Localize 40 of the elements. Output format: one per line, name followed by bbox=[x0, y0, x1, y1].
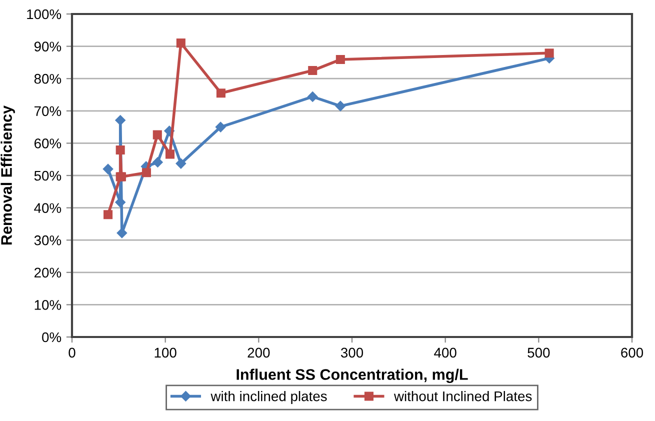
y-tick-label: 60% bbox=[34, 138, 62, 148]
legend-label: without Inclined Plates bbox=[394, 391, 532, 402]
point bbox=[142, 168, 151, 178]
x-tick-label: 200 bbox=[248, 348, 270, 358]
point bbox=[336, 55, 345, 64]
point bbox=[165, 150, 175, 159]
y-tick-label: 50% bbox=[34, 170, 62, 181]
x-axis-title: Influent SS Concentration, mg/L bbox=[236, 368, 468, 384]
point bbox=[104, 210, 113, 220]
y-tick-label: 10% bbox=[34, 300, 62, 310]
legend-label: with inclined plates bbox=[210, 391, 327, 404]
point bbox=[102, 164, 114, 174]
y-tick-label: 80% bbox=[34, 74, 62, 84]
y-tick-label: 30% bbox=[34, 235, 62, 246]
y-tick-label: 100% bbox=[27, 9, 62, 20]
point bbox=[115, 115, 126, 126]
x-tick-label: 0 bbox=[68, 348, 76, 358]
y-axis-title: Removal Efficiency bbox=[0, 106, 15, 245]
point bbox=[116, 145, 125, 154]
point bbox=[544, 48, 554, 58]
y-tick-label: 70% bbox=[34, 106, 62, 116]
y-tick-label: 0% bbox=[42, 332, 62, 342]
y-tick-label: 40% bbox=[34, 203, 62, 213]
x-tick-label: 600 bbox=[621, 348, 644, 358]
x-tick-label: 500 bbox=[528, 348, 550, 358]
point bbox=[116, 228, 128, 238]
point bbox=[176, 38, 186, 48]
x-tick-label: 400 bbox=[434, 348, 456, 358]
point bbox=[308, 92, 318, 102]
x-tick-label: 100 bbox=[154, 348, 176, 358]
point bbox=[216, 88, 226, 98]
point bbox=[152, 157, 163, 168]
point bbox=[335, 100, 346, 112]
point bbox=[176, 158, 186, 169]
point bbox=[308, 66, 318, 76]
point bbox=[152, 130, 162, 140]
point bbox=[215, 122, 226, 132]
y-tick-label: 20% bbox=[34, 268, 62, 278]
y-tick-label: 90% bbox=[34, 42, 62, 52]
x-tick-label: 300 bbox=[340, 348, 364, 358]
